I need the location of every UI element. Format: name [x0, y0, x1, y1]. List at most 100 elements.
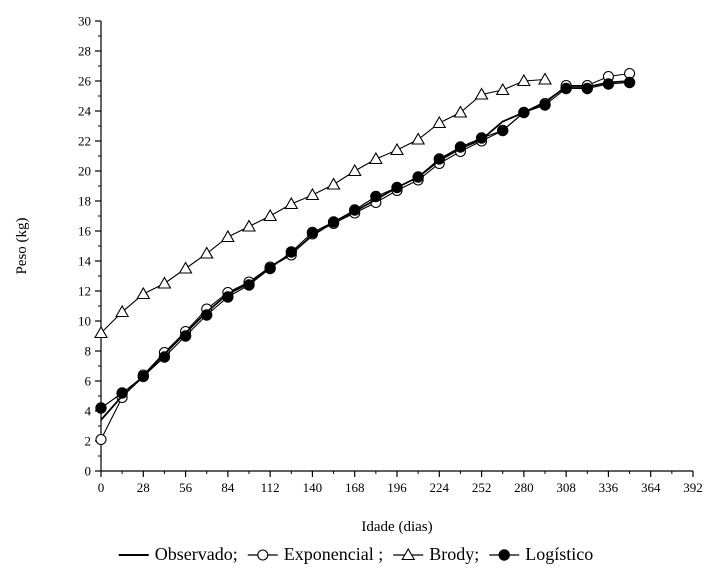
data-point	[516, 73, 531, 87]
y-axis-title: Peso (kg)	[14, 217, 30, 274]
data-point	[94, 325, 108, 339]
data-point	[242, 219, 256, 232]
data-point	[137, 370, 149, 383]
legend-item: Exponencial ;	[247, 544, 383, 564]
legend-marker	[401, 547, 416, 561]
data-point	[539, 99, 551, 111]
data-point	[285, 246, 297, 258]
y-tick-label: 26	[78, 74, 92, 89]
series-0	[100, 80, 630, 421]
y-tick-label: 22	[78, 134, 91, 149]
data-point	[326, 177, 341, 190]
y-tick-label: 0	[85, 464, 92, 479]
data-point	[390, 142, 404, 156]
data-point	[432, 115, 447, 129]
legend-marker	[498, 549, 510, 561]
series-3	[95, 76, 636, 414]
data-point	[495, 82, 510, 96]
data-point	[327, 216, 340, 228]
data-point	[349, 204, 361, 216]
x-tick-label: 280	[514, 480, 534, 495]
data-point	[497, 124, 509, 137]
y-tick-label: 14	[78, 254, 92, 269]
data-point	[220, 229, 235, 243]
data-point	[115, 304, 130, 318]
y-tick-label: 28	[78, 44, 91, 59]
series-1	[95, 67, 636, 446]
data-point	[602, 78, 615, 90]
data-point	[305, 187, 320, 201]
data-point	[623, 76, 636, 89]
data-point	[453, 105, 468, 118]
data-point	[157, 276, 172, 289]
data-point	[391, 181, 403, 194]
data-point	[518, 106, 530, 119]
x-tick-label: 392	[683, 480, 703, 495]
legend-item: Observado;	[118, 544, 238, 564]
legend-item: Brody;	[393, 544, 479, 564]
x-tick-label: 252	[472, 480, 492, 495]
data-point	[284, 196, 299, 210]
y-tick-label: 6	[85, 374, 92, 389]
data-point	[347, 163, 362, 177]
legend-label: Observado;	[155, 544, 238, 564]
x-tick-label: 168	[345, 480, 365, 495]
data-point	[95, 433, 107, 446]
data-point	[243, 279, 255, 291]
legend-label: Exponencial ;	[284, 544, 383, 564]
series-line	[100, 80, 630, 421]
data-point	[222, 291, 234, 303]
data-point	[263, 208, 278, 222]
data-point	[368, 151, 383, 165]
y-tick-label: 18	[78, 194, 91, 209]
legend-label: Brody;	[429, 544, 479, 564]
data-point	[581, 82, 593, 95]
data-point	[306, 226, 319, 239]
legend: Observado; Exponencial ; Brody; Logístico	[118, 544, 593, 564]
x-tick-label: 196	[387, 480, 407, 495]
x-ticks: 0 28 56 84 112 140 168 196 224 252 280 308 336 364 392	[98, 471, 703, 495]
series-line	[100, 72, 630, 440]
y-tick-label: 2	[85, 434, 92, 449]
x-tick-label: 0	[98, 480, 105, 495]
x-tick-label: 336	[599, 480, 619, 495]
data-point	[454, 141, 467, 153]
plot-axes: 0 28 56 84 112 140 168 196 224 252 280 308 336 364 392…	[78, 14, 703, 496]
data-point	[264, 262, 276, 275]
x-tick-label: 224	[430, 480, 450, 495]
data-point	[201, 309, 213, 321]
series-2	[94, 72, 552, 339]
y-tick-label: 4	[85, 404, 92, 419]
legend-label: Logístico	[525, 544, 593, 564]
data-point	[474, 87, 489, 100]
series-line	[100, 78, 546, 334]
y-tick-label: 20	[78, 164, 91, 179]
y-tick-label: 30	[78, 14, 91, 29]
y-tick-label: 16	[78, 224, 92, 239]
y-tick-label: 8	[85, 344, 92, 359]
data-point	[560, 82, 572, 95]
data-point	[116, 387, 128, 399]
series-layer	[94, 67, 636, 446]
x-tick-label: 308	[556, 480, 576, 495]
data-point	[412, 171, 424, 183]
x-tick-label: 28	[137, 480, 150, 495]
data-point	[433, 153, 445, 165]
y-tick-label: 24	[78, 104, 92, 119]
data-point	[370, 190, 382, 203]
y-tick-label: 10	[78, 314, 91, 329]
x-axis-title: Idade (dias)	[361, 519, 432, 535]
data-point	[158, 351, 171, 363]
legend-marker	[257, 549, 269, 561]
x-tick-label: 84	[221, 480, 235, 495]
data-point	[136, 286, 151, 300]
data-point	[178, 261, 193, 274]
data-point	[411, 132, 426, 145]
data-point	[538, 72, 552, 85]
series-line	[100, 81, 630, 409]
x-tick-label: 112	[261, 480, 280, 495]
data-point	[179, 330, 192, 342]
x-tick-label: 56	[179, 480, 193, 495]
